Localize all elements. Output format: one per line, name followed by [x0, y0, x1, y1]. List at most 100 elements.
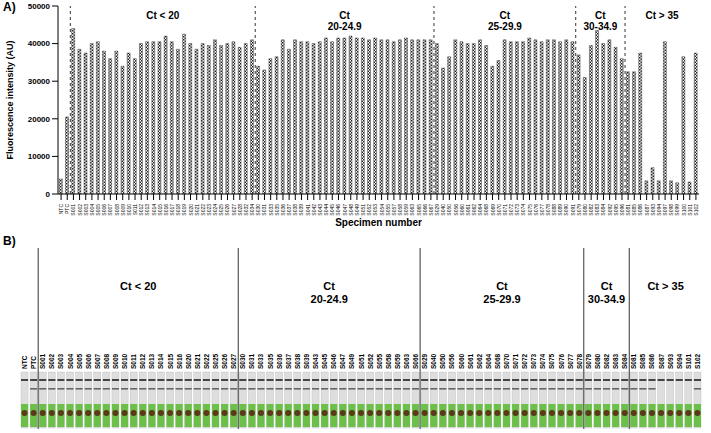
- svg-text:S063: S063: [403, 353, 410, 369]
- svg-text:S007: S007: [107, 204, 113, 216]
- svg-text:S096: S096: [619, 204, 625, 216]
- svg-text:S020: S020: [188, 204, 194, 216]
- svg-text:S098: S098: [668, 204, 674, 216]
- svg-text:S076: S076: [558, 353, 565, 369]
- svg-text:S006: S006: [85, 353, 92, 369]
- svg-text:S055: S055: [385, 204, 391, 216]
- svg-text:S002: S002: [48, 353, 55, 369]
- svg-text:S058: S058: [397, 204, 403, 216]
- svg-text:S060: S060: [459, 204, 465, 216]
- svg-text:10000: 10000: [28, 152, 51, 161]
- svg-text:S043: S043: [317, 204, 323, 216]
- svg-text:S044: S044: [323, 204, 329, 216]
- svg-text:S013: S013: [144, 204, 150, 216]
- svg-text:S061: S061: [465, 204, 471, 216]
- svg-text:S093: S093: [650, 204, 656, 216]
- svg-text:S093: S093: [667, 353, 674, 369]
- svg-text:Ct: Ct: [601, 280, 613, 292]
- svg-text:NTC: NTC: [58, 204, 64, 215]
- svg-text:Ct < 20: Ct < 20: [120, 280, 156, 292]
- svg-text:S026: S026: [224, 204, 230, 216]
- svg-text:S064: S064: [477, 204, 483, 216]
- svg-text:S099: S099: [674, 204, 680, 216]
- svg-text:S027: S027: [230, 353, 237, 369]
- svg-text:S050: S050: [439, 353, 446, 369]
- svg-text:S057: S057: [391, 204, 397, 216]
- svg-text:S034: S034: [249, 204, 255, 216]
- svg-text:Ct: Ct: [500, 10, 511, 21]
- svg-text:S022: S022: [203, 353, 210, 369]
- svg-text:S035: S035: [274, 204, 280, 216]
- svg-text:S101: S101: [687, 204, 693, 216]
- svg-text:S021: S021: [194, 353, 201, 369]
- svg-text:S055: S055: [376, 353, 383, 369]
- svg-text:0: 0: [46, 190, 51, 199]
- svg-text:S018: S018: [175, 204, 181, 216]
- svg-text:S038: S038: [292, 204, 298, 216]
- svg-text:S049: S049: [348, 353, 355, 369]
- svg-text:S003: S003: [83, 204, 89, 216]
- svg-text:S009: S009: [112, 353, 119, 369]
- svg-text:S006: S006: [101, 204, 107, 216]
- svg-text:S100: S100: [681, 204, 687, 216]
- svg-text:S083: S083: [612, 353, 619, 369]
- svg-text:S010: S010: [121, 353, 128, 369]
- svg-text:Specimen number: Specimen number: [335, 217, 422, 228]
- svg-text:S024: S024: [212, 204, 218, 216]
- svg-text:S101: S101: [685, 353, 692, 369]
- svg-text:S016: S016: [176, 353, 183, 369]
- svg-text:S002: S002: [77, 204, 83, 216]
- svg-text:S041: S041: [305, 204, 311, 216]
- svg-text:S064: S064: [485, 353, 492, 369]
- svg-text:S020: S020: [185, 353, 192, 369]
- svg-text:Ct < 20: Ct < 20: [146, 10, 180, 21]
- svg-text:S036: S036: [276, 353, 283, 369]
- svg-text:Ct: Ct: [339, 10, 350, 21]
- svg-text:S001: S001: [70, 204, 76, 216]
- svg-text:S030: S030: [255, 204, 261, 216]
- svg-text:25-29.9: 25-29.9: [483, 293, 520, 305]
- svg-text:Fluorescence intensity (AU): Fluorescence intensity (AU): [5, 40, 15, 159]
- svg-text:S004: S004: [89, 204, 95, 216]
- svg-text:S035: S035: [267, 353, 274, 369]
- svg-text:S066: S066: [412, 353, 419, 369]
- svg-text:S032: S032: [243, 204, 249, 216]
- svg-text:S079: S079: [585, 353, 592, 369]
- svg-text:S036: S036: [280, 204, 286, 216]
- svg-text:S043: S043: [312, 353, 319, 369]
- svg-text:S022: S022: [200, 204, 206, 216]
- svg-text:S051: S051: [358, 353, 365, 369]
- svg-text:S031: S031: [248, 353, 255, 369]
- svg-text:S097: S097: [662, 204, 668, 216]
- svg-text:S085: S085: [631, 204, 637, 216]
- svg-text:S051: S051: [360, 204, 366, 216]
- svg-text:S010: S010: [126, 204, 132, 216]
- svg-text:S025: S025: [212, 353, 219, 369]
- svg-text:S026: S026: [221, 353, 228, 369]
- svg-text:S007: S007: [94, 353, 101, 369]
- svg-text:S084: S084: [600, 204, 606, 216]
- svg-text:S068: S068: [483, 204, 489, 216]
- svg-text:S052: S052: [367, 353, 374, 369]
- svg-text:S086: S086: [648, 353, 655, 369]
- svg-text:S075: S075: [527, 204, 533, 216]
- svg-text:S029: S029: [421, 353, 428, 369]
- svg-text:S078: S078: [545, 204, 551, 216]
- svg-text:S001: S001: [39, 353, 46, 369]
- svg-text:S028: S028: [237, 204, 243, 216]
- svg-text:S080: S080: [582, 204, 588, 216]
- svg-text:S009: S009: [120, 204, 126, 216]
- svg-text:S084: S084: [621, 353, 628, 369]
- svg-text:S071: S071: [502, 204, 508, 216]
- svg-text:S074: S074: [539, 353, 546, 369]
- svg-text:S102: S102: [693, 204, 699, 216]
- svg-text:S102: S102: [694, 353, 701, 369]
- svg-text:Ct: Ct: [496, 280, 508, 292]
- svg-text:S092: S092: [607, 204, 613, 216]
- svg-text:S040: S040: [430, 353, 437, 369]
- svg-text:PTC: PTC: [30, 356, 37, 369]
- svg-text:S045: S045: [329, 204, 335, 216]
- svg-text:NTC: NTC: [21, 355, 28, 369]
- svg-text:S037: S037: [286, 204, 292, 216]
- svg-text:S042: S042: [311, 204, 317, 216]
